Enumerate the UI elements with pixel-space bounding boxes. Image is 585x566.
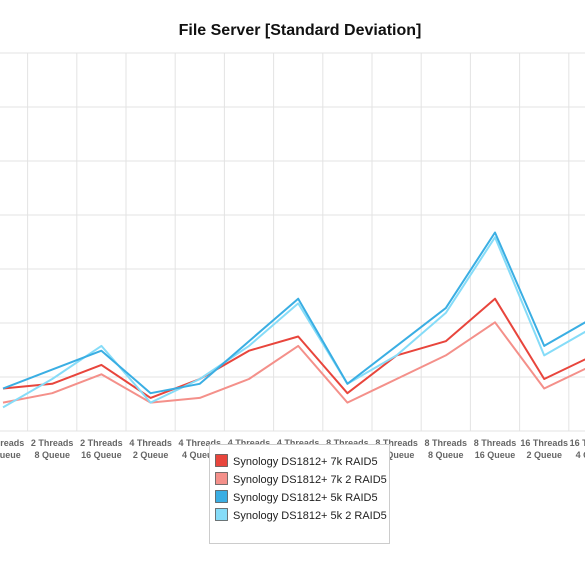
x-tick-label-line: 2 Threads	[31, 438, 74, 448]
legend-label: Synology DS1812+ 7k 2 RAID5	[233, 474, 387, 486]
legend-swatch	[215, 472, 228, 485]
x-tick-label: 1 Threads 1 Queue	[0, 438, 24, 460]
x-tick-label-line: 2 Threads	[80, 438, 123, 448]
x-tick-label-line: 2 Queue	[526, 450, 562, 460]
x-tick-label: 4 Threads 4 Queue	[179, 438, 222, 460]
legend-label: Synology DS1812+ 5k RAID5	[233, 492, 378, 504]
legend-item[interactable]: Synology DS1812+ 7k RAID5	[215, 454, 378, 469]
legend-item[interactable]: Synology DS1812+ 7k 2 RAID5	[215, 472, 387, 487]
x-tick-label-line: 8 Threads	[425, 438, 468, 448]
legend-item[interactable]: Synology DS1812+ 5k 2 RAID5	[215, 508, 387, 523]
series-line	[2, 236, 585, 409]
x-tick-label: 4 Threads 2 Queue	[129, 438, 172, 460]
x-tick-label-line: 8 Threads	[326, 438, 369, 448]
x-tick-label-line: 8 Queue	[428, 450, 464, 460]
x-tick-label-line: 4 Threads	[179, 438, 222, 448]
x-tick-label-line: 4 Threads	[277, 438, 320, 448]
legend-box	[209, 444, 390, 544]
x-tick-label-line: 4 Queue	[182, 450, 218, 460]
chart-title: File Server [Standard Deviation]	[179, 22, 422, 39]
legend-swatch	[215, 508, 228, 521]
legend-swatch	[215, 490, 228, 503]
legend-item[interactable]: Synology DS1812+ 5k RAID5	[215, 490, 378, 505]
x-tick-label: 8 Threads 4 Queue	[375, 438, 418, 460]
x-tick-label: 2 Threads 8 Queue	[31, 438, 74, 460]
x-tick-label-line: 16 Threads	[520, 438, 568, 448]
legend-swatch	[215, 454, 228, 467]
grid	[0, 52, 585, 432]
x-tick-label-line: 16 Queue	[81, 450, 122, 460]
x-tick-label: 8 Threads 16 Queue	[474, 438, 517, 460]
series-line	[2, 321, 585, 404]
x-tick-label-line: 8 Threads	[375, 438, 418, 448]
series-line	[2, 297, 585, 399]
x-tick-label-line: 1 Queue	[0, 450, 21, 460]
legend-label: Synology DS1812+ 5k 2 RAID5	[233, 510, 387, 522]
legend-label: Synology DS1812+ 7k RAID5	[233, 456, 378, 468]
x-tick-label-line: 4 Threads	[228, 438, 271, 448]
x-tick-label-line: 4 Threads	[129, 438, 172, 448]
series-lines	[2, 231, 585, 409]
legend: Synology DS1812+ 7k RAID5 Synology DS1812…	[209, 444, 390, 544]
x-tick-label: 8 Threads 8 Queue	[425, 438, 468, 460]
x-tick-label: 2 Threads 16 Queue	[80, 438, 123, 460]
x-tick-label-line: 4 Queue	[379, 450, 415, 460]
x-tick-label-line: 8 Queue	[34, 450, 70, 460]
x-tick-label-line: 8 Threads	[474, 438, 517, 448]
x-tick-label-line: 4 Queue	[576, 450, 585, 460]
x-tick-label-line: 1 Threads	[0, 438, 24, 448]
x-tick-label-line: 16 Threads	[570, 438, 585, 448]
series-line	[2, 231, 585, 395]
x-tick-label-line: 16 Queue	[475, 450, 516, 460]
x-tick-label: 16 Threads 4 Queue	[570, 438, 585, 460]
x-tick-label: 16 Threads 2 Queue	[520, 438, 568, 460]
x-tick-label-line: 2 Queue	[133, 450, 169, 460]
